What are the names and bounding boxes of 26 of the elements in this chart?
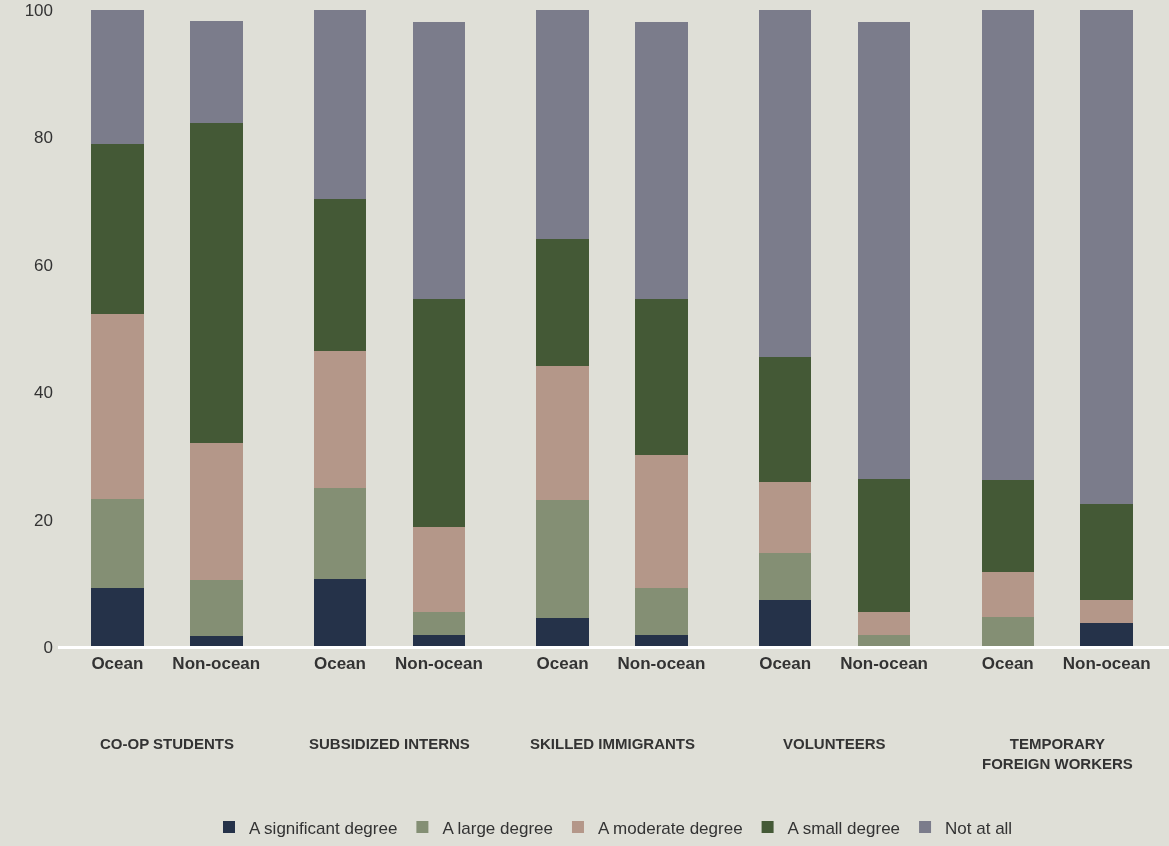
x-tick-label: Non-ocean bbox=[840, 654, 928, 674]
legend-label: Not at all bbox=[945, 818, 1013, 838]
legend-label: A large degree bbox=[442, 818, 553, 838]
y-tick-label: 20 bbox=[34, 510, 53, 530]
text: CO-OP STUDENTS bbox=[100, 735, 234, 752]
legend-label: A significant degree bbox=[249, 818, 398, 838]
y-tick-label: 80 bbox=[34, 128, 53, 148]
x-tick-label: Ocean bbox=[759, 654, 812, 674]
x-tick-label: Ocean bbox=[536, 654, 589, 674]
x-tick-label: Ocean bbox=[313, 654, 366, 674]
x-tick-label: Ocean bbox=[981, 654, 1034, 674]
text: TEMPORARY FOREIGN WORKERS bbox=[982, 735, 1133, 772]
text: VOLUNTEERS bbox=[783, 735, 886, 752]
legend-label: A small degree bbox=[787, 818, 901, 838]
x-tick-label: Non-ocean bbox=[172, 654, 261, 674]
y-tick-label: 0 bbox=[43, 637, 53, 657]
x-tick-label: Ocean bbox=[91, 654, 144, 674]
x-tick-label: Non-ocean bbox=[617, 654, 706, 674]
x-tick-label: Non-ocean bbox=[1062, 654, 1151, 674]
text: SUBSIDIZED INTERNS bbox=[309, 735, 470, 752]
y-tick-label: 40 bbox=[34, 383, 53, 403]
legend-label: A moderate degree bbox=[597, 818, 743, 838]
text: SKILLED IMMIGRANTS bbox=[530, 735, 695, 752]
x-tick-label: Non-ocean bbox=[394, 654, 483, 674]
y-tick-label: 100 bbox=[24, 0, 53, 20]
y-tick-label: 60 bbox=[34, 255, 53, 275]
